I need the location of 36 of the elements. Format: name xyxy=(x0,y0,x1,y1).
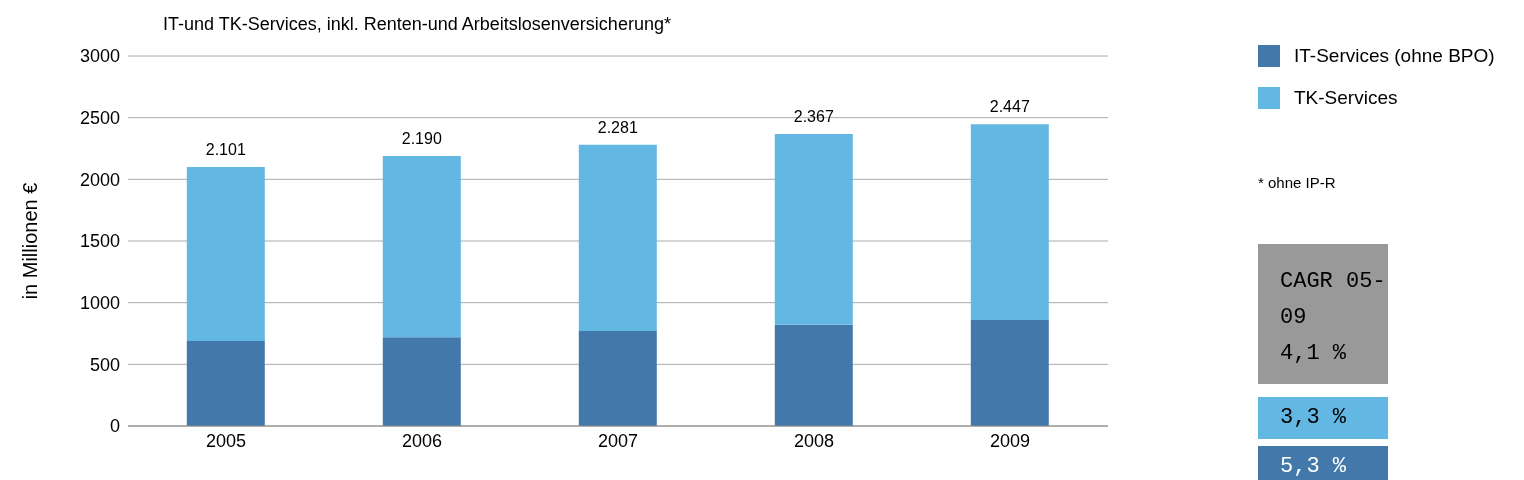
bar xyxy=(578,144,657,332)
y-tick-label: 1500 xyxy=(79,231,120,252)
legend-label: TK-Services xyxy=(1294,87,1398,109)
total-label: 2.367 xyxy=(793,108,834,126)
bar xyxy=(382,155,461,338)
text: * ohne IP-R xyxy=(1258,174,1336,191)
total-label: 2.447 xyxy=(989,98,1030,116)
y-tick-label: 2000 xyxy=(79,169,120,190)
y-axis-title: in Millionen € xyxy=(19,182,42,300)
total-label: 2.101 xyxy=(205,140,246,158)
total-label: 2.190 xyxy=(401,129,442,147)
y-tick-label: 0 xyxy=(109,416,120,437)
x-tick-label: 2008 xyxy=(793,430,835,451)
text: 5,3 % xyxy=(1258,446,1388,480)
x-tick-label: 2009 xyxy=(989,430,1031,451)
text: CAGR 05-09 xyxy=(1280,268,1387,332)
y-tick-label: 500 xyxy=(89,354,120,375)
bar xyxy=(970,124,1049,320)
bar xyxy=(186,166,265,341)
bar xyxy=(774,324,853,426)
x-tick-label: 2007 xyxy=(597,430,639,451)
y-tick-label: 3000 xyxy=(79,46,120,67)
bar xyxy=(382,337,461,426)
x-tick-label: 2006 xyxy=(401,430,443,451)
bar xyxy=(774,134,853,325)
bar xyxy=(970,319,1049,426)
legend-label: IT-Services (ohne BPO) xyxy=(1294,45,1495,67)
text: 3,3 % xyxy=(1258,397,1388,439)
y-tick-label: 2500 xyxy=(79,108,120,129)
total-label: 2.281 xyxy=(597,118,638,136)
y-tick-label: 1000 xyxy=(79,293,120,314)
text: 4,1 % xyxy=(1280,340,1347,368)
bar xyxy=(186,340,265,426)
chart-title: IT-und TK-Services, inkl. Renten-und Arbeitslosenversicherung* xyxy=(163,14,671,35)
bar xyxy=(578,331,657,426)
x-tick-label: 2005 xyxy=(205,430,247,451)
